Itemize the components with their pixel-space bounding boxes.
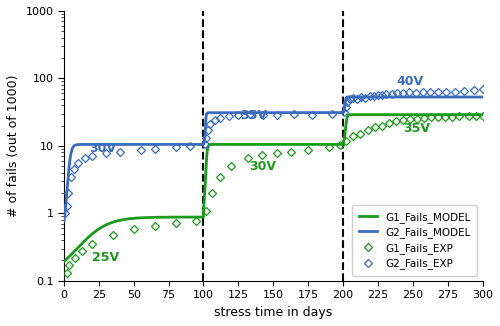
- G1_Fails_EXP: [343, 139, 349, 142]
- Text: 25V: 25V: [92, 251, 119, 264]
- Line: G2_Fails_MODEL: G2_Fails_MODEL: [64, 97, 482, 221]
- G1_Fails_EXP: [204, 209, 210, 213]
- G2_Fails_EXP: [366, 94, 372, 98]
- G1_Fails_MODEL: [405, 113, 411, 117]
- G1_Fails_EXP: [393, 120, 399, 124]
- G1_Fails_EXP: [379, 124, 385, 127]
- G1_Fails_EXP: [400, 118, 406, 122]
- Y-axis label: # of fails (out of 1000): # of fails (out of 1000): [7, 75, 20, 217]
- G2_Fails_MODEL: [221, 111, 227, 115]
- G1_Fails_EXP: [326, 145, 332, 149]
- G1_Fails_EXP: [357, 132, 363, 136]
- Text: 30V: 30V: [250, 160, 276, 173]
- G1_Fails_EXP: [386, 121, 392, 125]
- G1_Fails_EXP: [337, 143, 343, 147]
- G1_Fails_EXP: [456, 114, 462, 118]
- G1_Fails_EXP: [72, 256, 78, 259]
- G1_Fails_EXP: [66, 263, 72, 267]
- Text: 30V: 30V: [89, 142, 116, 156]
- G1_Fails_EXP: [428, 115, 434, 119]
- G2_Fails_MODEL: [312, 111, 318, 115]
- G2_Fails_MODEL: [480, 95, 486, 99]
- G2_Fails_MODEL: [333, 111, 339, 115]
- G1_Fails_EXP: [421, 116, 427, 120]
- G1_Fails_EXP: [435, 115, 441, 119]
- G2_Fails_MODEL: [356, 95, 362, 99]
- G2_Fails_MODEL: [405, 95, 411, 99]
- G2_Fails_EXP: [480, 87, 486, 91]
- G1_Fails_EXP: [350, 134, 356, 138]
- G1_Fails_EXP: [472, 114, 478, 118]
- G1_Fails_MODEL: [480, 113, 486, 117]
- G1_Fails_EXP: [259, 154, 265, 157]
- G1_Fails_EXP: [305, 148, 311, 152]
- G1_Fails_EXP: [274, 151, 280, 155]
- Text: 35V: 35V: [240, 109, 266, 122]
- G1_Fails_EXP: [365, 128, 371, 132]
- G1_Fails_MODEL: [221, 142, 227, 146]
- G1_Fails_EXP: [372, 125, 378, 129]
- G1_Fails_EXP: [407, 117, 413, 121]
- G1_Fails_EXP: [64, 271, 70, 275]
- G1_Fails_EXP: [288, 150, 294, 154]
- G1_Fails_EXP: [466, 114, 471, 118]
- G1_Fails_EXP: [110, 233, 116, 237]
- G2_Fails_MODEL: [374, 95, 380, 99]
- G2_Fails_EXP: [62, 211, 68, 215]
- G1_Fails_MODEL: [137, 216, 143, 220]
- G1_Fails_EXP: [89, 242, 95, 246]
- G1_Fails_EXP: [245, 156, 251, 160]
- G1_Fails_EXP: [130, 227, 136, 231]
- G1_Fails_EXP: [442, 115, 448, 119]
- G1_Fails_EXP: [79, 249, 85, 253]
- G1_Fails_EXP: [228, 164, 234, 168]
- G2_Fails_MODEL: [61, 219, 67, 223]
- G2_Fails_EXP: [226, 114, 232, 118]
- G2_Fails_EXP: [350, 96, 356, 99]
- G1_Fails_MODEL: [61, 259, 67, 263]
- G2_Fails_EXP: [116, 150, 122, 154]
- Text: 40V: 40V: [396, 75, 423, 88]
- G1_Fails_EXP: [194, 219, 200, 223]
- G1_Fails_EXP: [209, 191, 215, 195]
- G1_Fails_MODEL: [333, 142, 339, 146]
- G1_Fails_EXP: [217, 175, 223, 179]
- G1_Fails_MODEL: [372, 113, 378, 117]
- G1_Fails_MODEL: [312, 142, 318, 146]
- G1_Fails_EXP: [172, 221, 178, 225]
- X-axis label: stress time in days: stress time in days: [214, 306, 332, 319]
- G2_Fails_MODEL: [137, 142, 143, 146]
- Line: G1_Fails_MODEL: G1_Fails_MODEL: [64, 115, 482, 261]
- G1_Fails_EXP: [449, 115, 455, 119]
- Legend: G1_Fails_MODEL, G2_Fails_MODEL, G1_Fails_EXP, G2_Fails_EXP: G1_Fails_MODEL, G2_Fails_MODEL, G1_Fails…: [352, 205, 478, 275]
- Line: G1_Fails_EXP: G1_Fails_EXP: [64, 112, 486, 276]
- Line: G2_Fails_EXP: G2_Fails_EXP: [62, 86, 486, 216]
- G2_Fails_EXP: [343, 105, 349, 109]
- G1_Fails_EXP: [152, 224, 158, 228]
- G1_Fails_EXP: [480, 114, 486, 118]
- G1_Fails_EXP: [414, 117, 420, 121]
- Text: 35V: 35V: [403, 122, 430, 135]
- G2_Fails_EXP: [347, 97, 353, 101]
- G1_Fails_MODEL: [374, 113, 380, 117]
